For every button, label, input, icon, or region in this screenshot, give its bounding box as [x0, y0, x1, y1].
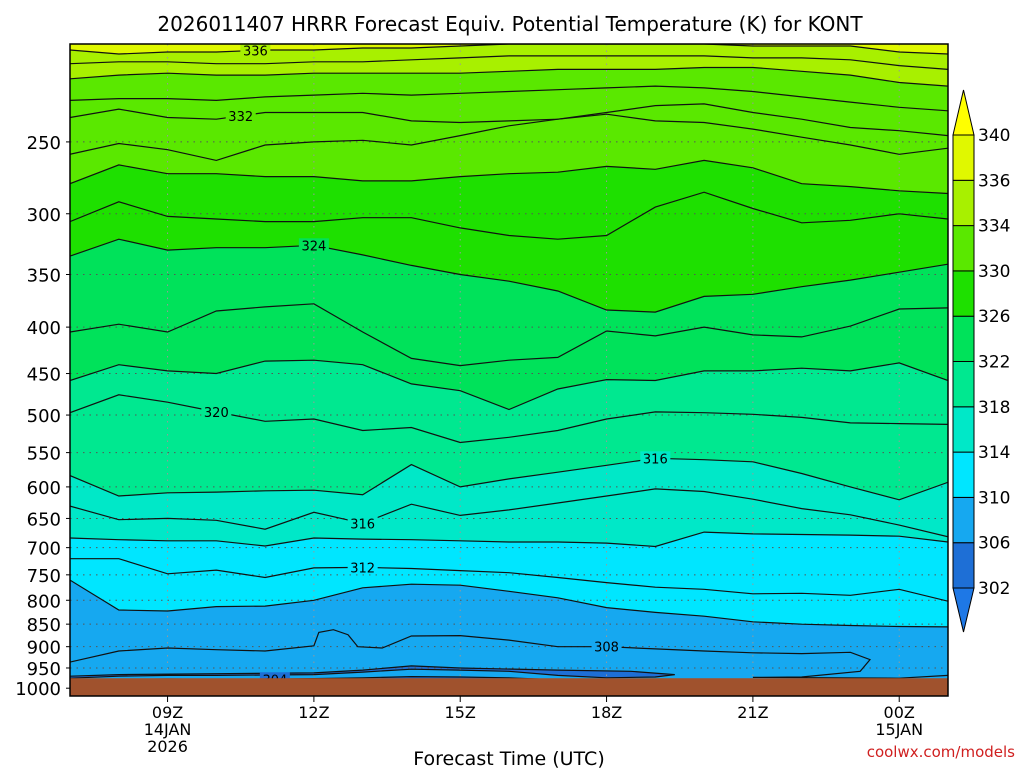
colorbar-label: 340 [978, 126, 1010, 146]
contour-line-333 [70, 85, 948, 112]
y-tick-label: 750 [27, 566, 61, 587]
contour-label-bg [298, 238, 329, 253]
y-axis: 2503003504004505005506006507007508008509… [15, 133, 70, 700]
colorbar-segment [952, 225, 975, 272]
contour-line-332 [70, 103, 948, 137]
contour-labels: 304308312316316320324332336 [201, 43, 671, 688]
x-tick-label: 15JAN [875, 720, 923, 739]
colorbar-label: 336 [978, 171, 1010, 191]
contour-label: 332 [228, 110, 253, 125]
contour-line-331 [70, 113, 948, 162]
x-tick-label: 21Z [737, 703, 768, 722]
contour-line-322 [70, 359, 948, 411]
colorbar-arrow-bottom [952, 587, 975, 633]
y-tick-label: 500 [27, 406, 61, 427]
gridlines [70, 44, 948, 696]
contour-line-312 [70, 558, 948, 602]
contour-line-306 [70, 665, 675, 679]
y-tick-label: 550 [27, 444, 61, 465]
y-tick-label: 450 [27, 365, 61, 386]
contour-label: 316 [350, 517, 375, 532]
x-tick-label: 14JAN [144, 720, 192, 739]
contour-label-bg [591, 639, 622, 654]
contour-line-326 [70, 238, 948, 313]
colorbar: 302 306 310 314 318 322 326 330 334 336 340 [952, 89, 1010, 633]
x-tick-label: 2026 [147, 737, 188, 756]
y-tick-label: 900 [27, 638, 61, 659]
contour-label-bg [347, 560, 378, 575]
contour-label-bg [347, 516, 378, 531]
filled-contours [70, 44, 948, 696]
y-tick-label: 950 [27, 659, 61, 680]
y-tick-label: 300 [27, 205, 61, 226]
y-tick-label: 700 [27, 539, 61, 560]
x-tick-label: 12Z [298, 703, 329, 722]
colorbar-segment [952, 179, 975, 227]
contour-label: 336 [243, 44, 268, 59]
colorbar-label: 330 [978, 262, 1010, 282]
colorbar-label: 306 [978, 534, 1010, 554]
x-axis-label: Forecast Time (UTC) [413, 748, 604, 768]
contour-lines [70, 44, 948, 682]
contour-line-335 [70, 55, 948, 70]
x-tick-label: 15Z [445, 703, 476, 722]
y-tick-label: 600 [27, 478, 61, 499]
colorbar-label: 310 [978, 488, 1010, 508]
colorbar-label: 322 [978, 353, 1010, 373]
colorbar-segment [952, 451, 975, 498]
contour-line-334 [70, 66, 948, 87]
contour-line-336 [70, 44, 948, 55]
colorbar-arrow-top [952, 89, 975, 136]
x-tick-label: 00Z [884, 703, 915, 722]
colorbar-segment [952, 406, 975, 453]
colorbar-segment [952, 270, 975, 317]
colorbar-segment [952, 134, 975, 181]
y-tick-label: 400 [27, 318, 61, 339]
contour-label: 308 [594, 641, 619, 656]
contour-label-bg [225, 108, 256, 123]
contour-label-bg [640, 451, 671, 466]
contour-line-316 [70, 488, 948, 538]
contour-line-314 [70, 531, 948, 548]
colorbar-segment [952, 496, 975, 544]
colorbar-segment [952, 361, 975, 408]
plot-area: 304308312316316320324332336 [69, 43, 949, 697]
x-tick-label: 09Z [152, 703, 183, 722]
y-tick-label: 250 [27, 133, 61, 154]
y-tick-label: 650 [27, 509, 61, 530]
y-tick-label: 800 [27, 591, 61, 612]
colorbar-label: 318 [978, 398, 1010, 418]
colorbar-label: 314 [978, 443, 1010, 463]
contour-line-330 [70, 159, 948, 195]
y-tick-label: 350 [27, 266, 61, 287]
chart-title: 2026011407 HRRR Forecast Equiv. Potentia… [157, 12, 863, 36]
colorbar-label: 302 [978, 579, 1010, 599]
plot-frame [69, 43, 949, 697]
contour-label: 312 [350, 561, 375, 576]
contour-label: 316 [643, 452, 668, 467]
colorbar-label: 334 [978, 217, 1010, 237]
colorbar-label: 326 [978, 307, 1010, 327]
contour-label: 320 [204, 406, 229, 421]
credit-text: coolwx.com/models [867, 743, 1015, 761]
y-tick-label: 850 [27, 615, 61, 636]
contour-line-318 [70, 457, 948, 501]
contour-line-310 [70, 579, 948, 628]
x-tick-label: 18Z [591, 703, 622, 722]
contour-line-324 [70, 303, 948, 367]
colorbar-segment [952, 542, 975, 589]
contour-line-328 [70, 191, 948, 240]
y-tick-label: 1000 [15, 679, 61, 700]
contour-label: 324 [301, 239, 326, 254]
contour-label-bg [240, 43, 271, 58]
contour-line-308 [70, 629, 948, 679]
terrain [70, 678, 948, 696]
colorbar-segment [952, 315, 975, 363]
contour-label-bg [201, 404, 232, 419]
